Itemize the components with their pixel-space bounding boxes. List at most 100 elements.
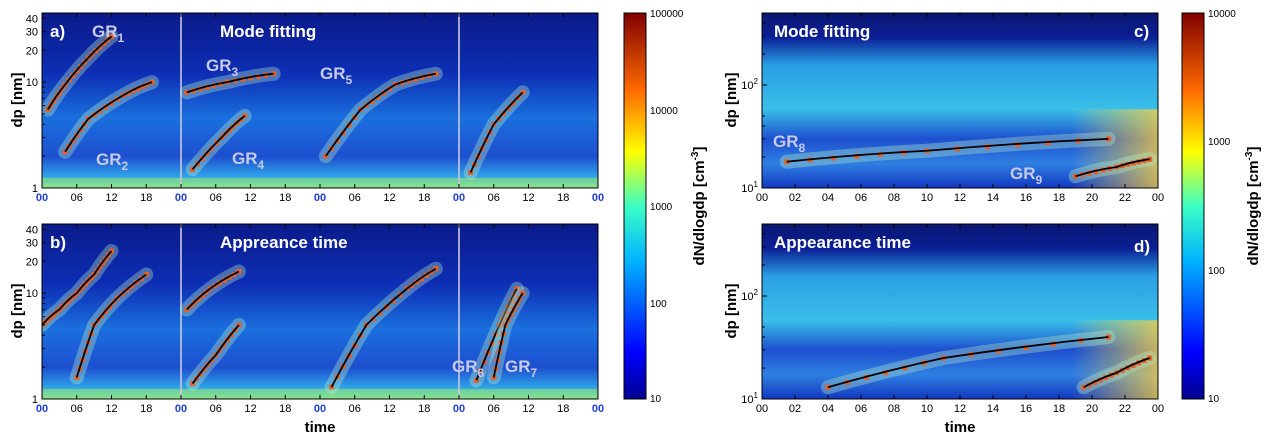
data-marker [135,86,141,92]
x-tick-label: 12 [105,403,117,415]
colorbar-left-tick: 1000 [650,202,673,213]
x-tick-label: 06 [349,192,361,204]
fit-line [186,270,240,311]
growth-rate-label: GR4 [232,149,265,172]
fit-line [325,72,436,157]
x-tick-label: 00 [592,403,604,415]
x-tick-label: 16 [1020,192,1032,204]
x-tick-label: 00 [1152,192,1164,204]
x-tick-label: 00 [314,403,326,415]
data-marker [1093,169,1099,175]
x-tick-label: 18 [1053,192,1065,204]
growth-rate-label: GR1 [92,22,125,45]
fit-line [475,288,518,381]
x-tick-label: 06 [855,192,867,204]
growth-rate-label: GR3 [206,56,239,79]
heatmap-features [42,13,598,188]
y-axis-label: dp [nm] [9,284,26,339]
x-tick-label: 18 [1053,403,1065,415]
colorbar-left-gradient [623,12,647,400]
x-tick-label: 06 [71,403,83,415]
x-axis-label: time [305,419,336,436]
x-tick-label: 06 [855,403,867,415]
colorbar-right-label: dN/dlogdp [cm-3] [1244,147,1262,266]
fit-line [1075,158,1150,178]
x-tick-label: 18 [557,403,569,415]
fit-line [469,91,524,173]
data-marker [248,75,253,81]
x-tick-label: 18 [140,403,152,415]
x-axis-label: time [945,419,976,436]
data-marker [854,153,860,159]
x-tick-label: 00 [756,192,768,204]
x-tick-label: 00 [175,192,187,204]
colorbar-left: 100000 10000 1000 100 10 dN/dlogdp [cm-3… [623,9,708,405]
data-marker [1023,344,1029,350]
x-tick-label: 04 [822,403,834,415]
x-tick-label: 12 [244,192,256,204]
x-tick-label: 22 [1119,192,1131,204]
x-tick-label: 10 [921,192,933,204]
x-tick-label: 00 [453,192,465,204]
panel-annotation: Mode fitting [774,22,870,41]
x-tick-label: 08 [888,192,900,204]
x-tick-label: 18 [557,192,569,204]
x-tick-label: 00 [314,192,326,204]
y-axis-label: dp [nm] [9,73,26,128]
y-tick-label: 10 [26,288,38,300]
panel-label: a) [50,22,65,41]
colorbar-left-tick: 10 [650,394,662,405]
y-tick-label: 40 [26,224,38,236]
x-tick-label: 20 [1086,403,1098,415]
growth-rate-label: GR2 [96,150,129,173]
x-tick-label: 12 [383,192,395,204]
growth-rate-label: GR8 [773,132,806,155]
x-tick-label: 16 [1020,403,1032,415]
colorbar-left-label: dN/dlogdp [cm-3] [690,147,708,266]
data-marker [883,370,889,376]
fit-line [42,250,113,326]
x-tick-label: 18 [279,192,291,204]
x-tick-label: 18 [418,403,430,415]
panel-annotation: Mode fitting [220,22,316,41]
colorbar-left-tick: 10000 [650,106,678,117]
colorbar-left-tick: 100000 [650,9,684,20]
panel-b: GR6 GR7 00 06 12 18 00 06 12 18 00 06 12 18 00 06 12 18 00… [9,223,604,436]
x-tick-label: 12 [954,192,966,204]
x-tick-label: 14 [987,192,999,204]
x-tick-label: 12 [954,403,966,415]
colorbar-right-tick: 10000 [1208,9,1236,20]
x-tick-label: 18 [418,192,430,204]
x-tick-label: 18 [279,403,291,415]
y-tick-label: 102 [741,288,758,303]
x-tick-label: 22 [1119,403,1131,415]
panel-annotation: Appearance time [774,233,911,252]
fit-line [47,35,113,111]
fit-line [75,273,147,378]
colorbar-right: 10000 1000 100 10 dN/dlogdp [cm-3] [1181,9,1262,405]
data-marker [1015,142,1021,148]
heatmap-features [821,320,1158,399]
fit-line [191,115,246,170]
y-tick-label: 10 [26,77,38,89]
x-tick-label: 00 [175,403,187,415]
x-tick-label: 06 [210,192,222,204]
y-tick-label: 40 [26,13,38,25]
y-tick-label: 101 [741,180,758,195]
data-marker [1130,160,1136,166]
x-tick-label: 00 [756,403,768,415]
x-tick-label: 00 [36,403,48,415]
x-tick-label: 14 [987,403,999,415]
heatmap-background [42,13,598,188]
panel-label: d) [1134,237,1150,256]
x-tick-label: 08 [888,403,900,415]
x-tick-label: 12 [383,403,395,415]
colorbar-right-tick: 10 [1208,394,1220,405]
floor-band [42,389,598,399]
x-tick-label: 12 [522,192,534,204]
y-tick-label: 20 [26,45,38,57]
panel-label: b) [50,233,66,252]
panel-label: c) [1134,22,1149,41]
x-tick-label: 00 [36,192,48,204]
